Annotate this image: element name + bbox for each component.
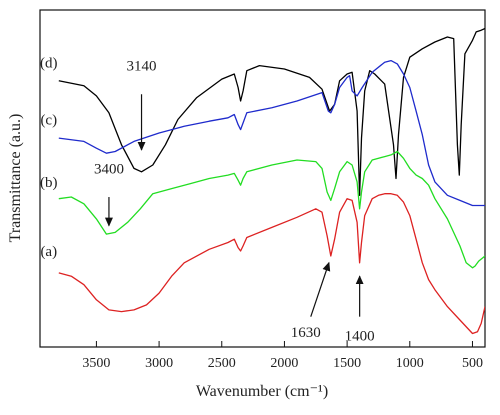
annotation-label: 3140 [127,59,157,75]
x-tick-label: 2500 [208,356,236,371]
y-axis-label: Transmittance (a.u.) [7,114,24,243]
series-line-3 [58,193,485,335]
series-line-1 [58,59,485,207]
annotations: 3140 3400 1630 1400 [94,59,375,345]
x-tick-label: 3500 [82,356,110,371]
annotation-arrow [310,261,331,317]
series-line-2 [58,150,485,269]
curve-tags: (d) (c) (b) (a) [40,55,58,260]
curve-tag: (b) [40,175,58,191]
x-tick-label: 2000 [270,356,298,371]
x-axis-label: Wavenumber (cm⁻¹) [196,383,328,400]
series-line-0 [58,27,485,196]
annotation-label: 3400 [94,161,124,177]
curve-tag: (a) [40,244,57,260]
x-axis: 3500 3000 2500 2000 1500 1000 500 [82,341,483,371]
x-tick-label: 1500 [333,356,361,371]
annotation-label: 1400 [345,328,375,344]
plot-frame [39,9,486,348]
annotation-label: 1630 [291,325,321,341]
curve-tag: (c) [40,113,57,129]
x-tick-label: 1000 [396,356,424,371]
x-tick-label: 3000 [145,356,173,371]
series-layer [58,27,485,335]
curve-tag: (d) [40,55,58,71]
x-tick-label: 500 [462,356,483,371]
